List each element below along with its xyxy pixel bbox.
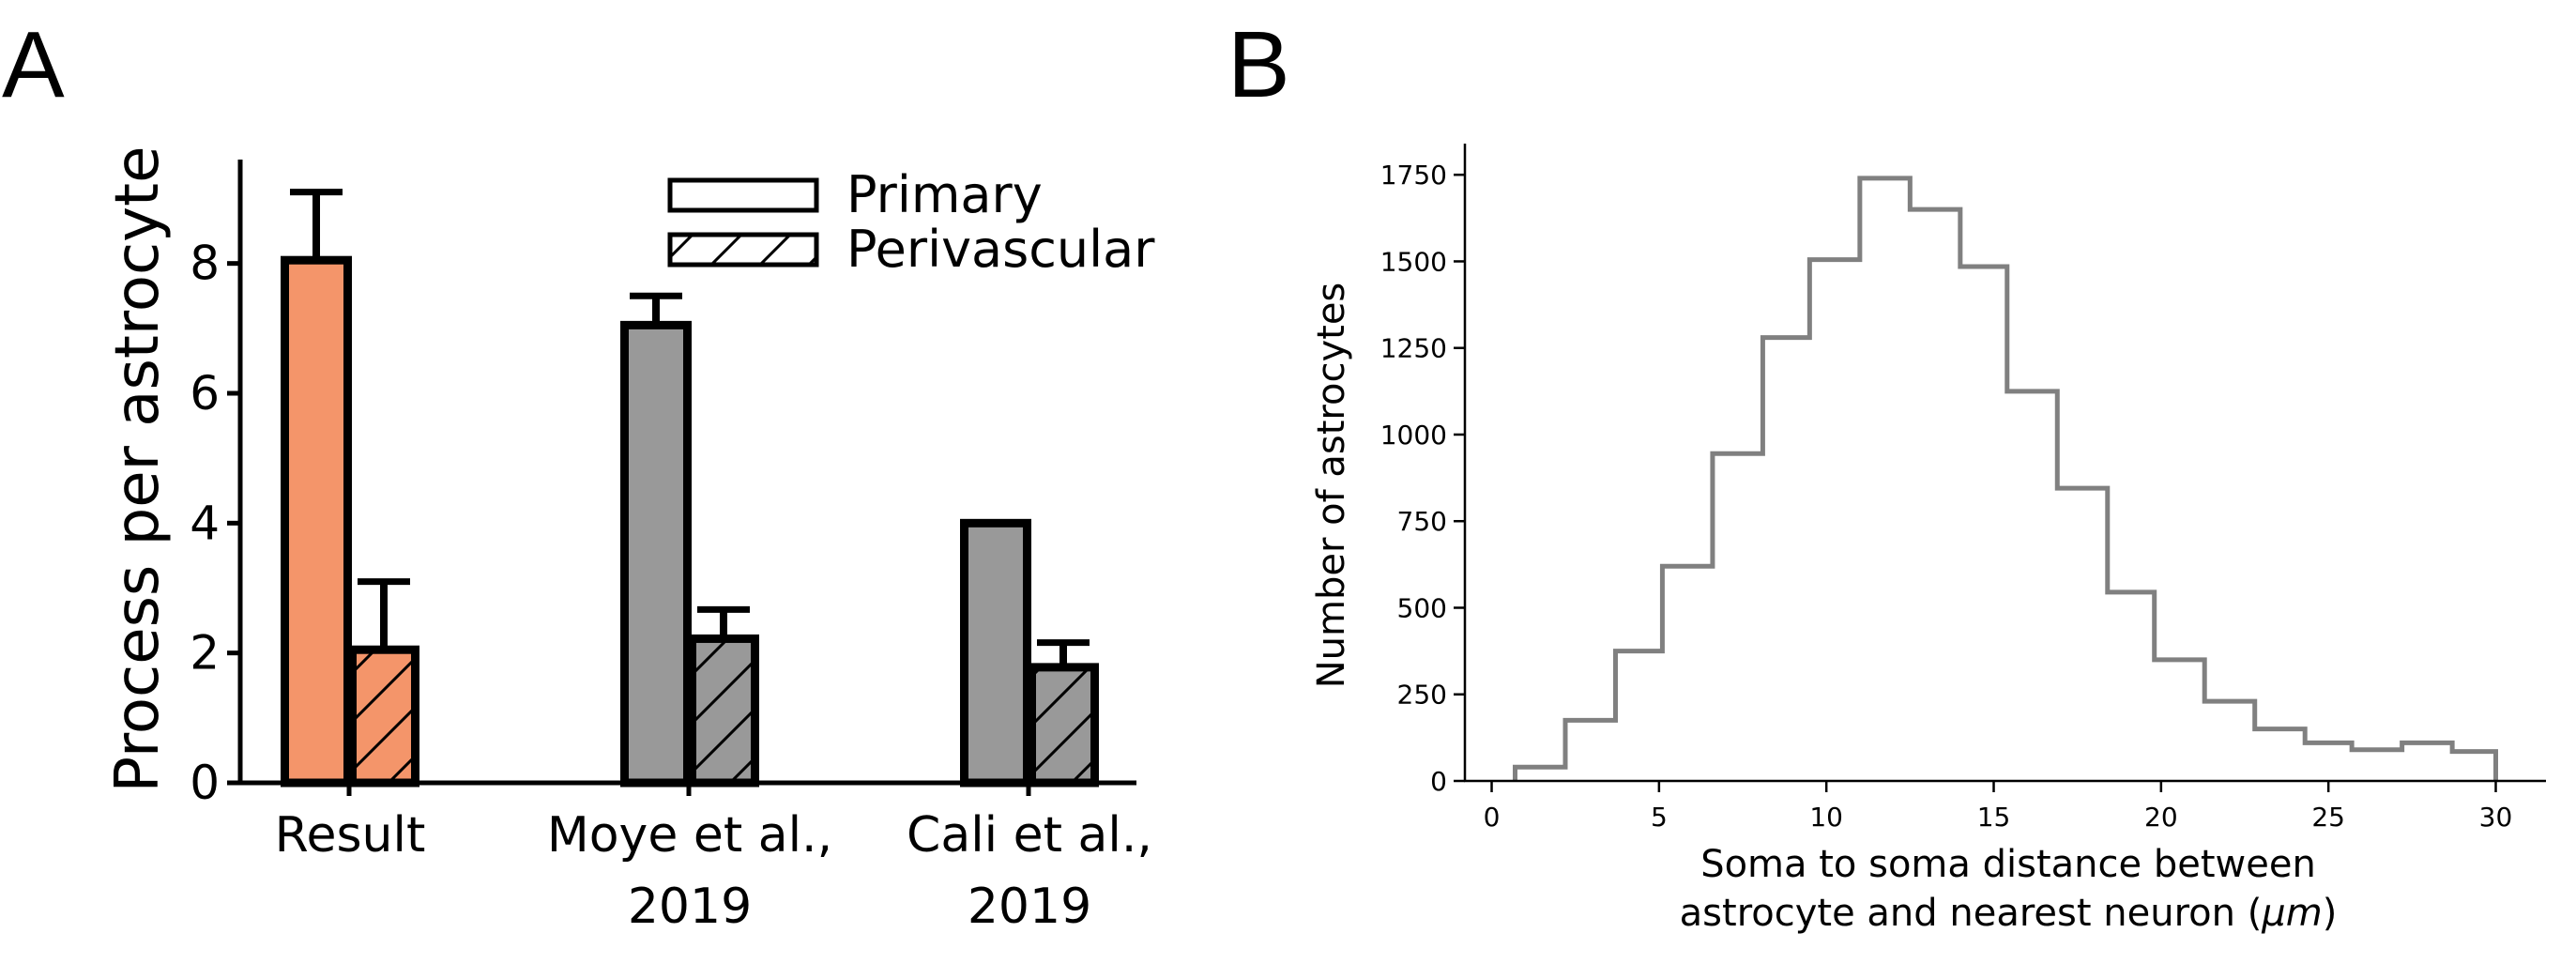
- x-tick-label: 30: [2479, 802, 2513, 833]
- x-tick-label: 20: [2144, 802, 2178, 833]
- category-label-line2: 2019: [628, 879, 752, 935]
- y-tick-label: 4: [190, 496, 220, 550]
- panel-b-x-axis-label-line1: Soma to soma distance between: [1700, 843, 2316, 886]
- panel-a-y-axis-label: Process per astrocyte: [103, 145, 173, 792]
- legend-perivascular-label: Perivascular: [846, 220, 1155, 279]
- x-tick-label: 25: [2311, 802, 2345, 833]
- bar-hatch-2: [1031, 666, 1095, 783]
- y-tick-label: 1250: [1380, 333, 1447, 364]
- panel-a-y-ticks: 0 2 4 6 8: [190, 237, 240, 810]
- bar-primary-1: [620, 320, 692, 788]
- bar-primary-0: [281, 255, 352, 788]
- panel-b-histogram: Number of astrocytes 0250500750100012501…: [1310, 144, 2546, 935]
- panel-a-legend: Primary Perivascular: [667, 165, 1155, 279]
- panel-a-bars: [281, 189, 1099, 788]
- x-tick-label: 15: [1977, 802, 2011, 833]
- panel-b-y-ticks: 0 250 500 750 1000 1250 1500 1750: [1380, 160, 1465, 797]
- x-tick-label: 10: [1809, 802, 1843, 833]
- x-tick-label: 0: [1484, 802, 1501, 833]
- histogram-step-line: [1513, 176, 2498, 781]
- y-tick-label: 1000: [1380, 420, 1447, 451]
- y-tick-label: 250: [1397, 680, 1447, 711]
- y-tick-label: 1500: [1380, 246, 1447, 277]
- legend-primary-label: Primary: [846, 165, 1043, 224]
- y-tick-label: 750: [1397, 506, 1447, 537]
- legend-primary-swatch: [667, 177, 819, 213]
- y-tick-label: 2: [190, 626, 220, 681]
- bar-hatch-0: [352, 650, 416, 783]
- x-axis-label-text: astrocyte and nearest neuron (: [1680, 892, 2263, 935]
- x-axis-label-unit: μm: [2261, 892, 2322, 935]
- y-tick-label: 1750: [1380, 160, 1447, 191]
- category-label: Result: [275, 807, 426, 864]
- y-tick-label: 0: [1430, 766, 1447, 797]
- panel-b-x-ticks: 0 5 10 15 20 25 30: [1484, 781, 2513, 833]
- panel-a-bar-chart: Process per astrocyte 0 2 4 6 8 Result Moye e…: [103, 145, 1155, 935]
- bar-primary-2: [960, 518, 1031, 788]
- category-label: Moye et al.,: [547, 807, 832, 864]
- y-tick-label: 8: [190, 237, 220, 291]
- x-axis-label-close: ): [2323, 892, 2338, 935]
- panel-b-letter: B: [1227, 12, 1290, 117]
- y-tick-label: 500: [1397, 592, 1447, 623]
- bar-hatch-1: [692, 638, 755, 783]
- x-tick-label: 5: [1651, 802, 1668, 833]
- legend-perivascular-swatch: [667, 232, 819, 268]
- y-tick-label: 6: [190, 366, 220, 421]
- panel-a-letter: A: [2, 12, 65, 117]
- panel-b-x-axis-label-line2: astrocyte and nearest neuron (μm): [1680, 892, 2338, 935]
- panel-b-y-axis-label: Number of astrocytes: [1310, 283, 1353, 689]
- panel-a-category-labels: Result Moye et al., 2019 Cali et al., 2019: [275, 783, 1152, 935]
- y-tick-label: 0: [190, 756, 220, 810]
- category-label-line2: 2019: [968, 879, 1091, 935]
- category-label: Cali et al.,: [907, 807, 1152, 864]
